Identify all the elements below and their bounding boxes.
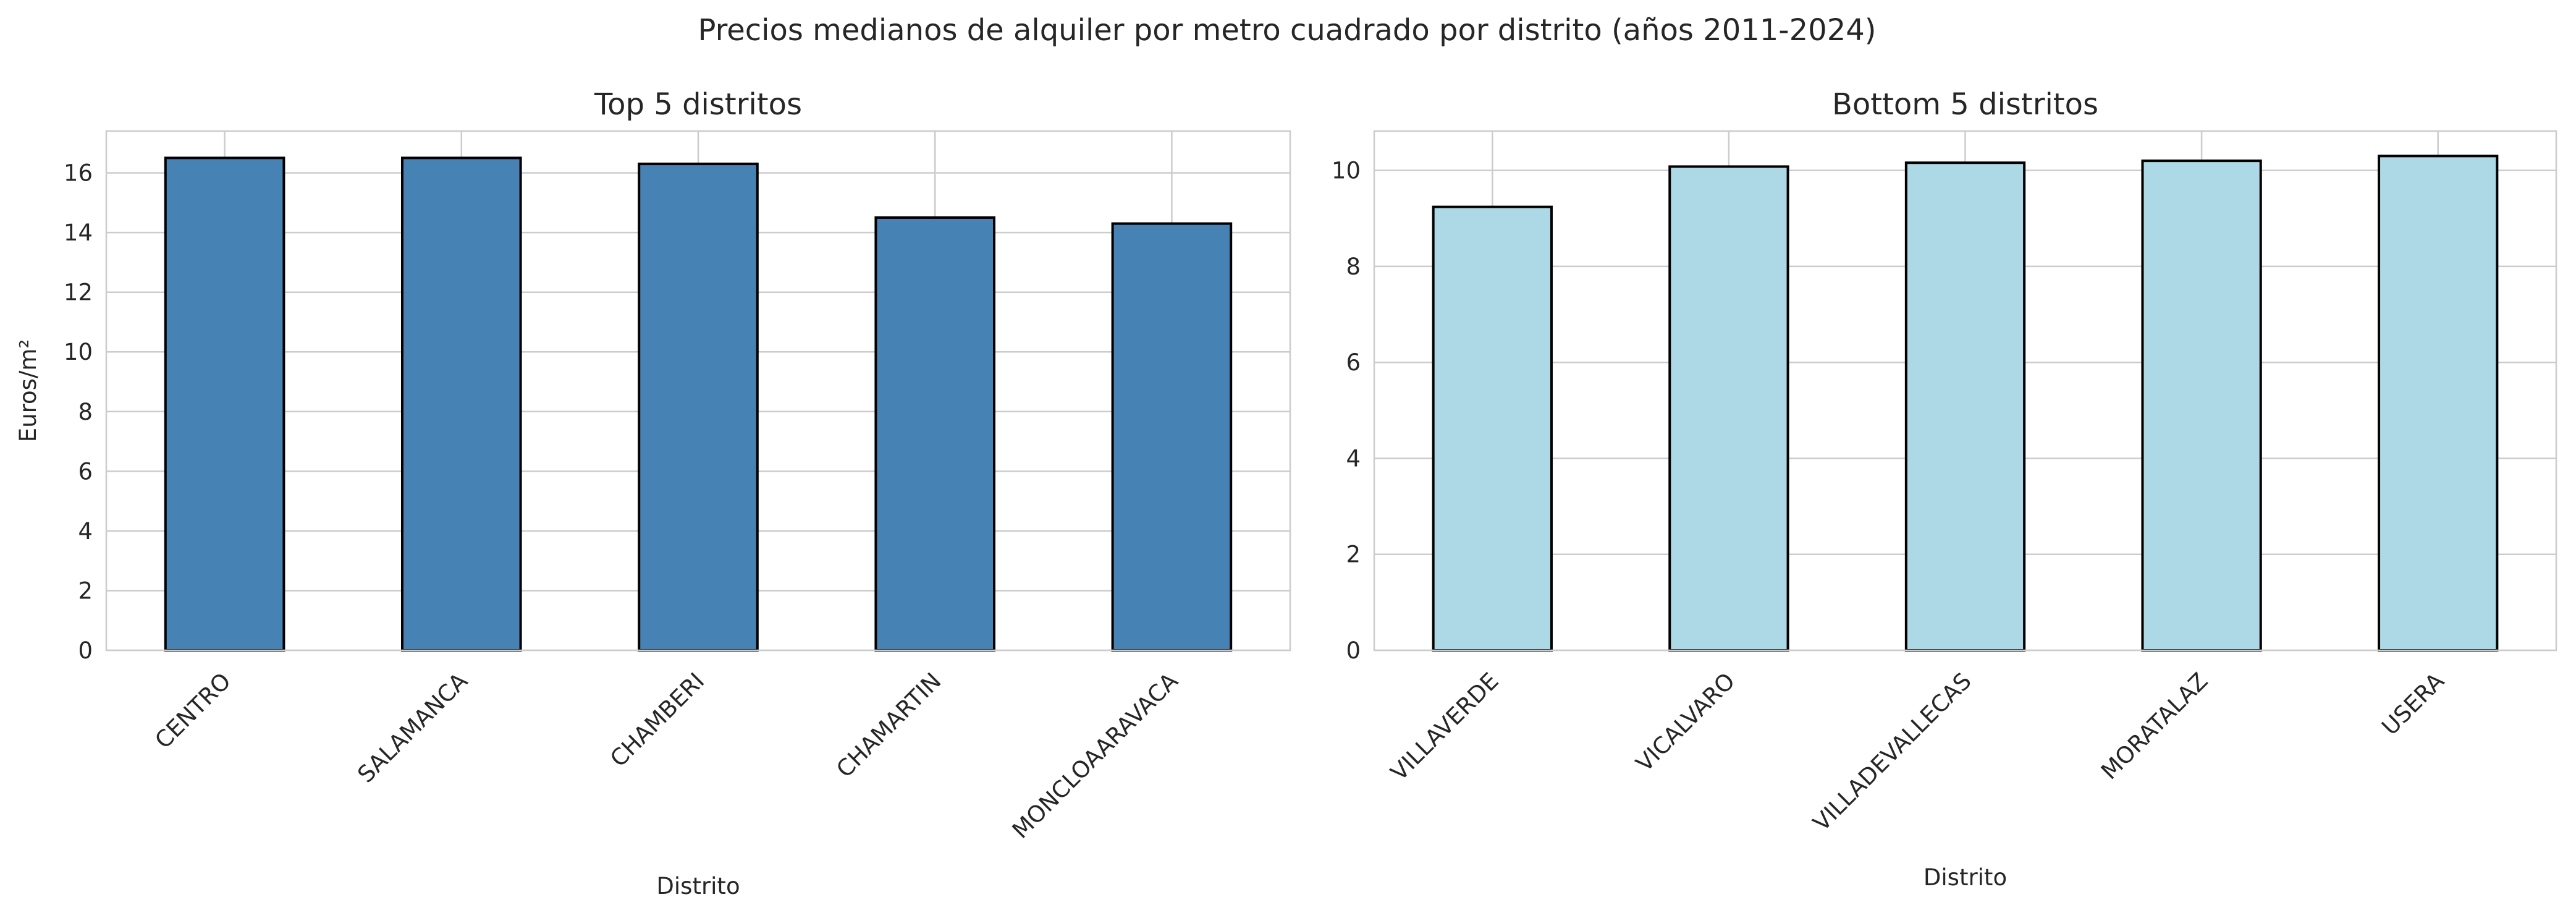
y-tick-label: 4 xyxy=(1346,445,1361,472)
x-tick-label: VILLAVERDE xyxy=(1385,668,1503,786)
bar-villadevallecas xyxy=(1904,161,2026,652)
bar-moratalaz xyxy=(2141,159,2262,652)
x-tick-label: USERA xyxy=(2376,668,2449,741)
bar-salamanca xyxy=(401,156,522,652)
y-tick-label: 12 xyxy=(64,279,93,306)
y-tick-label: 0 xyxy=(78,637,93,664)
bar-moncloaaravaca xyxy=(1111,222,1233,652)
chart-top-5: 0 2 4 6 8 10 12 14 16 CENTRO SALAMANCA CHAMBERI CHAM… xyxy=(15,87,1291,899)
figure-title: Precios medianos de alquiler por metro c… xyxy=(698,13,1876,48)
y-tick-label: 8 xyxy=(78,399,93,425)
bar-chamartin xyxy=(874,216,996,652)
y-tick-label: 8 xyxy=(1346,253,1361,280)
x-tick-label: CHAMBERI xyxy=(605,668,709,772)
y-tick-label: 4 xyxy=(78,518,93,545)
bar-chamberi xyxy=(638,163,759,652)
bar-usera xyxy=(2378,155,2499,652)
y-tick-label: 10 xyxy=(64,339,93,365)
y-axis-label: Euros/m² xyxy=(15,339,41,442)
chart-title: Bottom 5 distritos xyxy=(1832,87,2098,122)
x-tick-label: VICALVARO xyxy=(1631,668,1740,777)
y-tick-label: 0 xyxy=(1346,637,1361,664)
x-tick-label: VILLADEVALLECAS xyxy=(1808,668,1977,836)
y-tick-label: 2 xyxy=(1346,542,1361,568)
x-tick-label: CHAMARTIN xyxy=(831,668,946,783)
plot-frame xyxy=(105,130,1291,652)
chart-title: Top 5 distritos xyxy=(594,87,802,122)
x-axis-label: Distrito xyxy=(1924,864,2007,891)
plot-frame xyxy=(1373,130,2557,652)
y-tick-label: 6 xyxy=(78,458,93,485)
x-tick-label: MORATALAZ xyxy=(2096,668,2213,784)
bar-villaverde xyxy=(1432,205,1553,652)
y-tick-label: 10 xyxy=(1332,158,1361,184)
y-tick-label: 6 xyxy=(1346,349,1361,376)
y-tick-label: 16 xyxy=(64,160,93,187)
x-tick-label: CENTRO xyxy=(150,668,236,754)
bar-centro xyxy=(164,156,285,652)
y-tick-label: 14 xyxy=(64,219,93,246)
bar-vicalvaro xyxy=(1668,165,1789,652)
x-axis-label: Distrito xyxy=(656,873,740,899)
x-tick-label: MONCLOAARAVACA xyxy=(1007,668,1183,844)
x-tick-label: SALAMANCA xyxy=(352,668,473,788)
y-tick-label: 2 xyxy=(78,577,93,604)
chart-bottom-5: 0 2 4 6 8 10 VILLAVERDE VICALVARO VILLADEVALLECA… xyxy=(1332,87,2557,891)
